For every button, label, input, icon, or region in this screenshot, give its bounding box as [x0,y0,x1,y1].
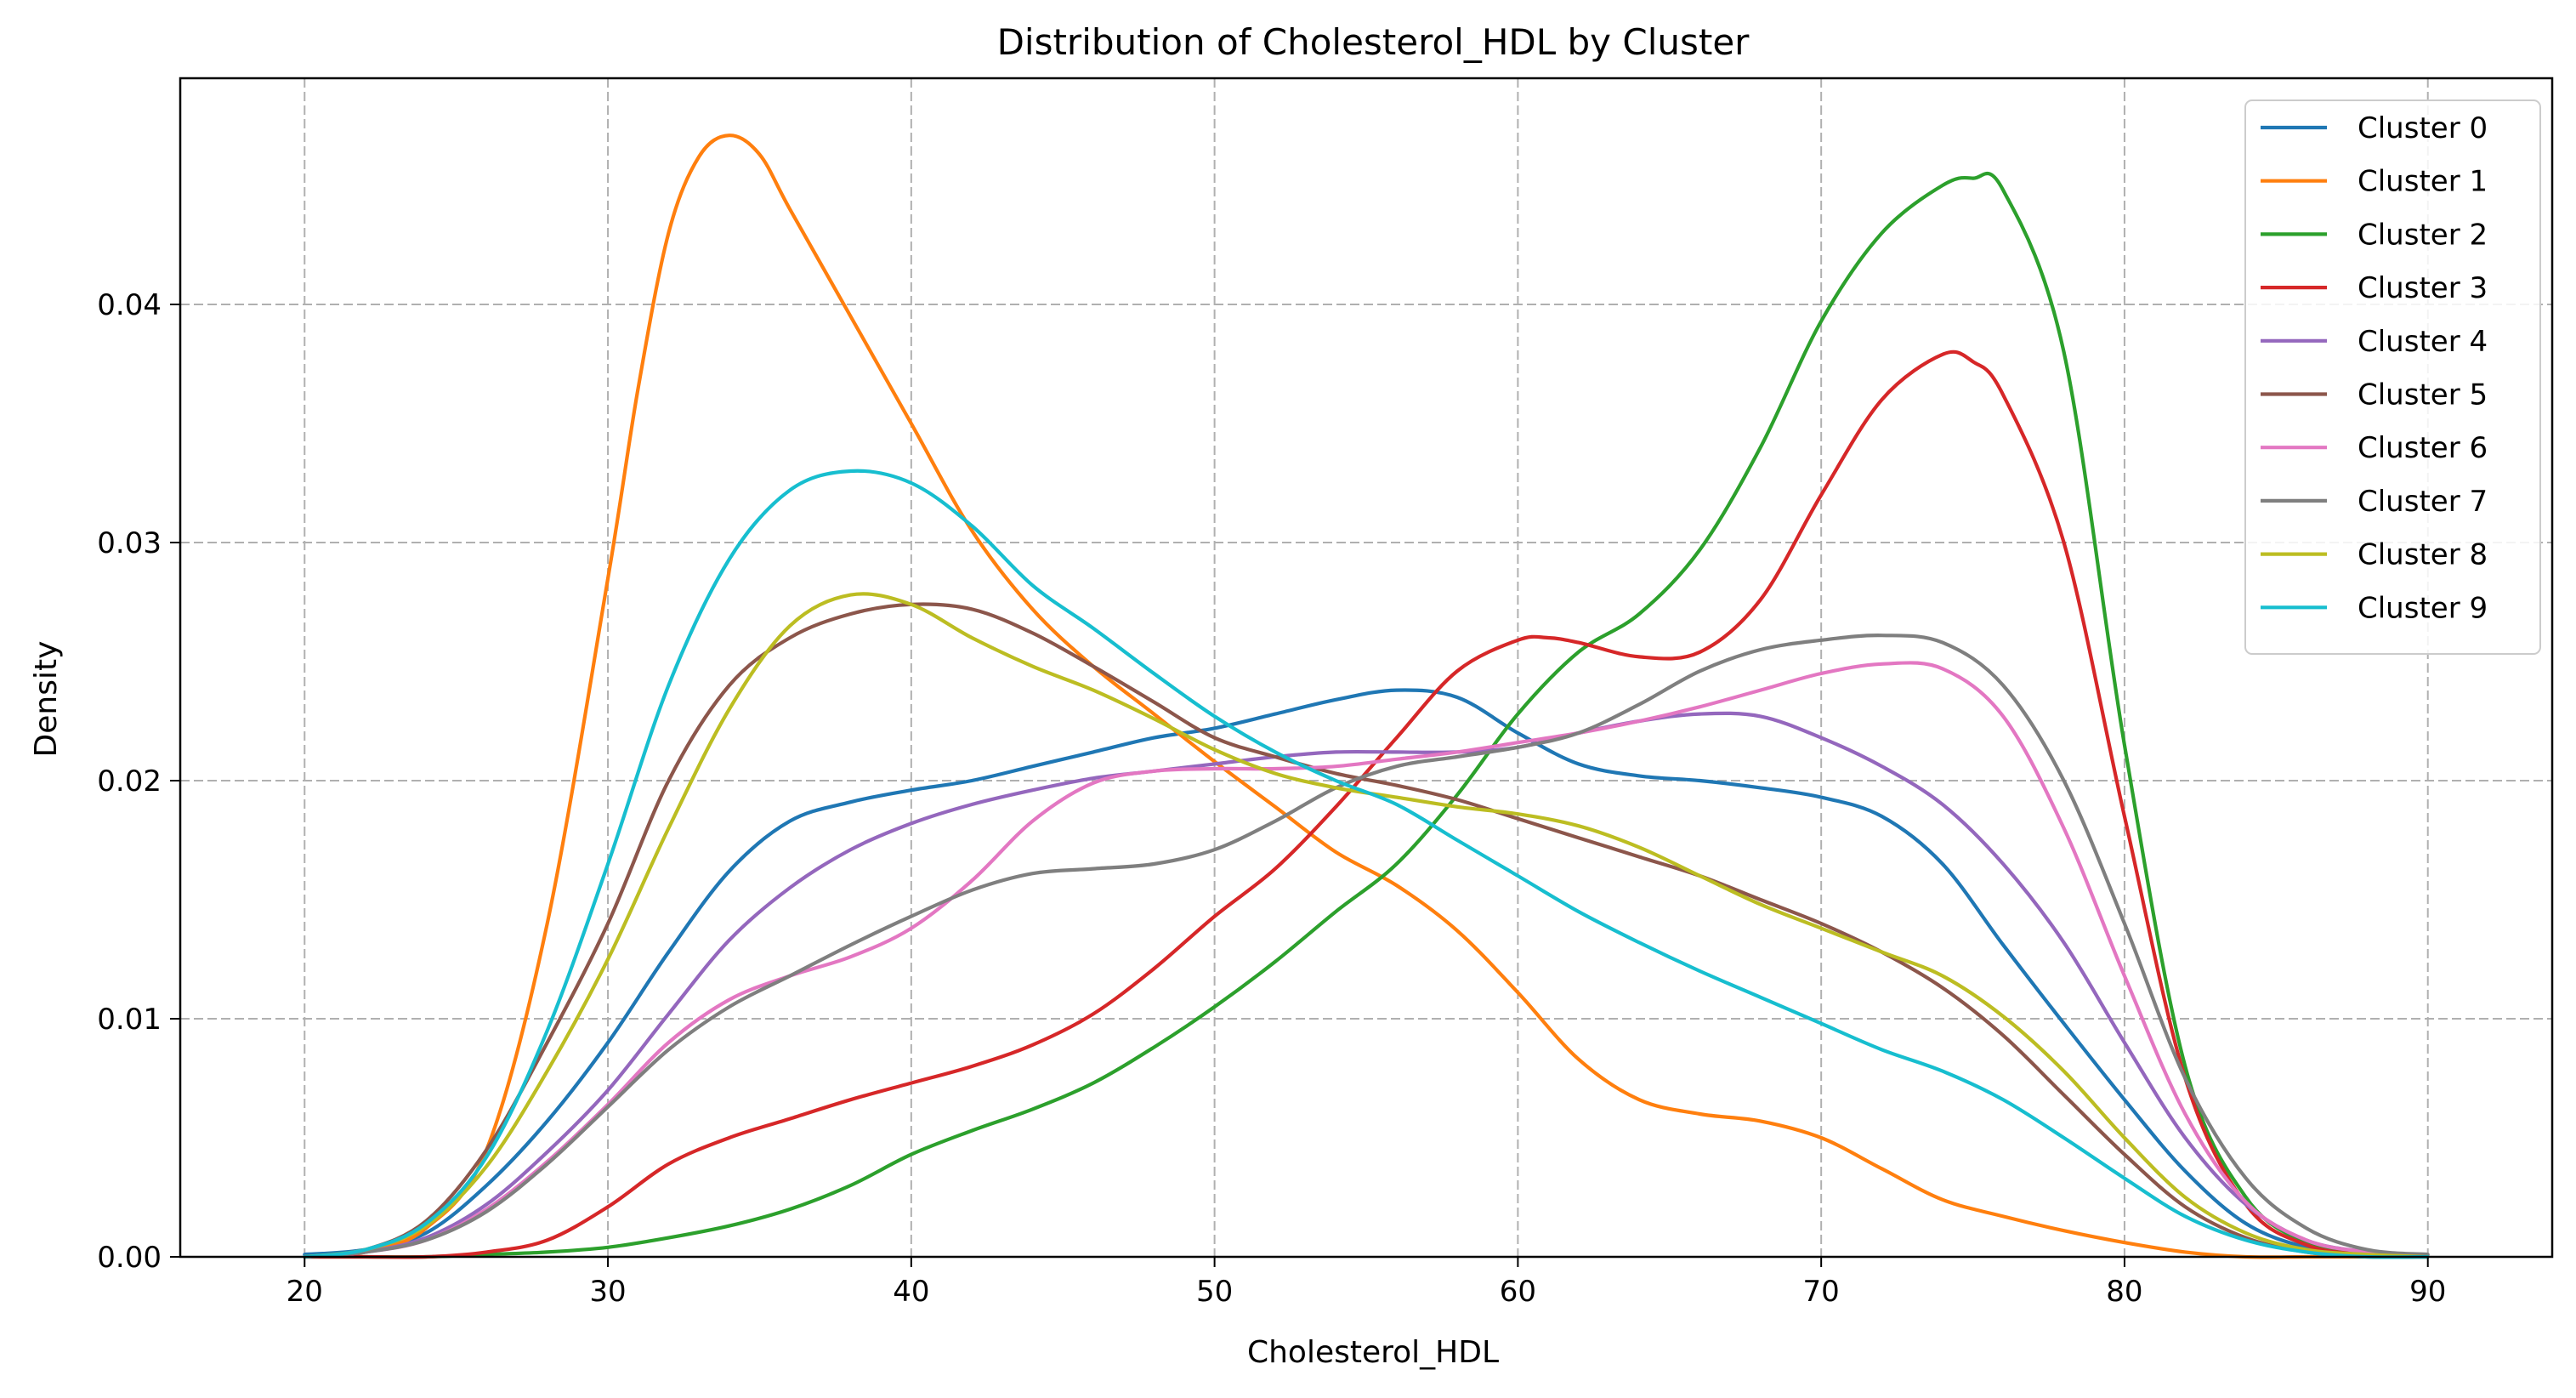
plot-frame [179,77,2554,1259]
series-lines [303,134,2430,1259]
series-line-cluster-0 [303,688,2430,1259]
series-line-cluster-5 [303,602,2430,1259]
legend-label: Cluster 2 [2358,218,2488,252]
x-tick-label: 40 [893,1275,929,1309]
series-line-cluster-8 [303,592,2430,1259]
y-tick-label: 0.02 [97,764,162,798]
legend-label: Cluster 4 [2358,325,2488,359]
y-axis: 0.00 0.01 0.02 0.03 0.04 [97,288,180,1275]
legend-label: Cluster 0 [2358,111,2488,145]
series-line-cluster-6 [303,661,2430,1259]
chart-title: Distribution of Cholesterol_HDL by Clust… [997,21,1750,63]
legend-box [2244,99,2541,655]
legend-label: Cluster 8 [2358,538,2488,572]
series-line-cluster-7 [303,634,2430,1259]
series-line-cluster-3 [303,350,2430,1259]
x-tick-label: 20 [287,1275,323,1309]
legend-label: Cluster 6 [2358,431,2488,465]
legend-label: Cluster 3 [2358,271,2488,305]
y-tick-label: 0.04 [97,288,162,322]
x-tick-label: 90 [2409,1275,2446,1309]
y-axis-label: Density [29,641,64,758]
series-line-cluster-4 [303,711,2430,1259]
legend-label: Cluster 5 [2358,378,2488,412]
x-tick-label: 50 [1196,1275,1233,1309]
legend-label: Cluster 7 [2358,485,2488,519]
x-axis: 20 30 40 50 60 70 80 90 [287,1257,2446,1309]
y-tick-label: 0.00 [97,1241,162,1275]
legend-label: Cluster 1 [2358,165,2488,199]
series-line-cluster-1 [303,134,2430,1259]
x-tick-label: 80 [2106,1275,2142,1309]
legend: Cluster 0 Cluster 1 Cluster 2 Cluster 3 Clus… [2244,99,2541,655]
x-axis-label: Cholesterol_HDL [1247,1335,1499,1370]
legend-label: Cluster 9 [2358,591,2488,625]
y-tick-label: 0.01 [97,1003,162,1037]
series-line-cluster-9 [303,469,2430,1259]
x-tick-label: 30 [589,1275,626,1309]
x-tick-label: 60 [1500,1275,1536,1309]
x-tick-label: 70 [1803,1275,1840,1309]
series-line-cluster-2 [303,171,2430,1259]
y-tick-label: 0.03 [97,526,162,560]
